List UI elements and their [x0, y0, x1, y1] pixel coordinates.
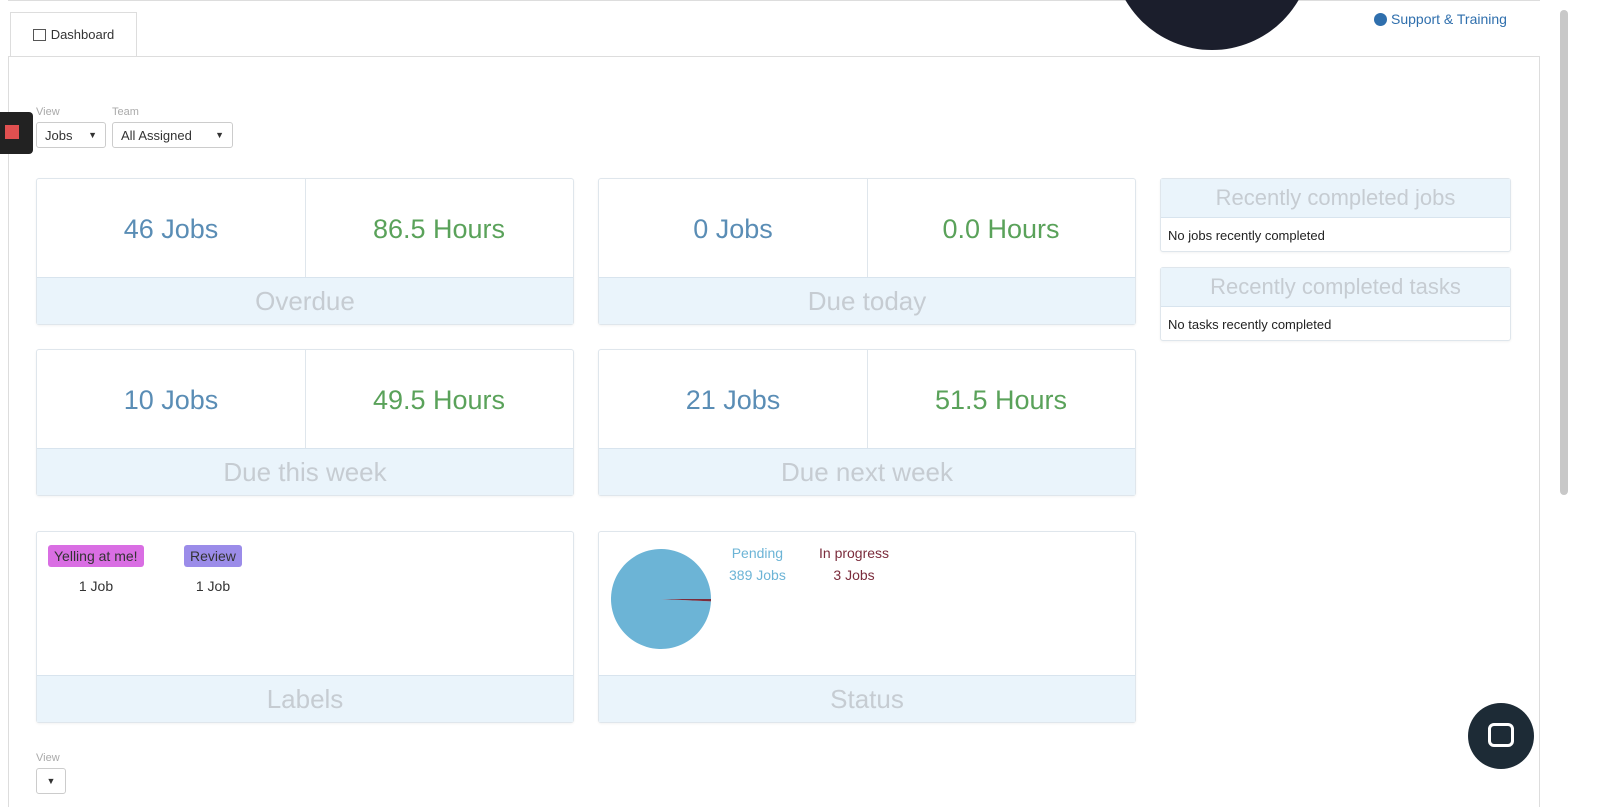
- labels-card: Labels Yelling at me! 1 Job Review 1 Job: [36, 531, 574, 723]
- status-name: Pending: [731, 545, 784, 561]
- hours-count: 86.5 Hours: [372, 213, 506, 244]
- select-caret: ▼: [215, 130, 224, 140]
- card-title: Due today: [599, 277, 1135, 324]
- status-pie: [611, 549, 711, 650]
- status-card: Status Pending 389 Jobs In progress 3 Jobs: [598, 531, 1136, 723]
- summary-card: 10 Jobs 49.5 Hours Due this week: [36, 349, 574, 496]
- hours-count: 51.5 Hours: [934, 384, 1068, 415]
- recent-panel: Recently completed jobs No jobs recently …: [1160, 178, 1511, 252]
- panel-message: No tasks recently completed: [1168, 317, 1332, 332]
- pie-slice: [611, 549, 711, 650]
- help-icon: [1374, 12, 1387, 26]
- record-button[interactable]: [0, 112, 33, 154]
- record-icon: [5, 125, 19, 139]
- panel-title: Recently completed jobs: [1161, 179, 1510, 218]
- summary-card: 0 Jobs 0.0 Hours Due today: [598, 178, 1136, 325]
- card-title: Due next week: [599, 448, 1135, 495]
- label-chip[interactable]: Yelling at me!: [48, 545, 144, 567]
- select-value: All Assigned: [121, 127, 192, 143]
- summary-card: 21 Jobs 51.5 Hours Due next week: [598, 349, 1136, 496]
- chat-icon: [1488, 723, 1514, 747]
- filter-label: View: [36, 752, 60, 764]
- jobs-count: 46 Jobs: [37, 179, 306, 279]
- filter-select[interactable]: All Assigned ▼: [112, 122, 233, 148]
- label-count: 1 Job: [78, 578, 114, 594]
- select-caret: ▼: [46, 776, 56, 786]
- jobs-count: 21 Jobs: [599, 350, 868, 450]
- status-count: 389 Jobs: [729, 567, 786, 583]
- status-legend-item: Pending 389 Jobs: [729, 545, 786, 583]
- panel-title: Recently completed tasks: [1161, 268, 1510, 307]
- tab-label: Dashboard: [50, 27, 115, 42]
- label-count: 1 Job: [195, 578, 231, 594]
- status-count: 3 Jobs: [833, 567, 875, 583]
- card-title: Labels: [37, 675, 573, 722]
- filter-label: View: [36, 106, 60, 118]
- tab-icon: [32, 28, 46, 41]
- hours-count: 0.0 Hours: [942, 213, 1060, 244]
- filter-select[interactable]: ▼: [36, 768, 66, 794]
- content-frame: [8, 56, 1540, 807]
- support-link[interactable]: Support & Training: [1374, 11, 1507, 27]
- dashboard-tab[interactable]: Dashboard: [10, 12, 137, 56]
- support-text: Support & Training: [1391, 11, 1507, 27]
- panel-message: No jobs recently completed: [1168, 228, 1325, 243]
- filter-label: Team: [112, 106, 139, 118]
- filter-select[interactable]: Jobs ▼: [36, 122, 106, 148]
- top-border: [8, 0, 1540, 1]
- jobs-count: 10 Jobs: [37, 350, 306, 450]
- card-title: Status: [599, 675, 1135, 722]
- status-name: In progress: [819, 545, 890, 561]
- label-chip[interactable]: Review: [184, 545, 242, 567]
- card-title: Overdue: [37, 277, 573, 324]
- pie-slice: [661, 599, 711, 602]
- card-title: Due this week: [37, 448, 573, 495]
- recent-panel: Recently completed tasks No tasks recentl…: [1160, 267, 1511, 341]
- select-value: Jobs: [45, 127, 73, 143]
- webcam-avatar: [1112, 0, 1312, 50]
- scrollbar: [1560, 10, 1568, 495]
- status-legend-item: In progress 3 Jobs: [819, 545, 889, 583]
- jobs-count: 0 Jobs: [599, 179, 868, 279]
- select-caret: ▼: [88, 130, 97, 140]
- summary-card: 46 Jobs 86.5 Hours Overdue: [36, 178, 574, 325]
- hours-count: 49.5 Hours: [372, 384, 506, 415]
- chat-button[interactable]: [1468, 703, 1534, 769]
